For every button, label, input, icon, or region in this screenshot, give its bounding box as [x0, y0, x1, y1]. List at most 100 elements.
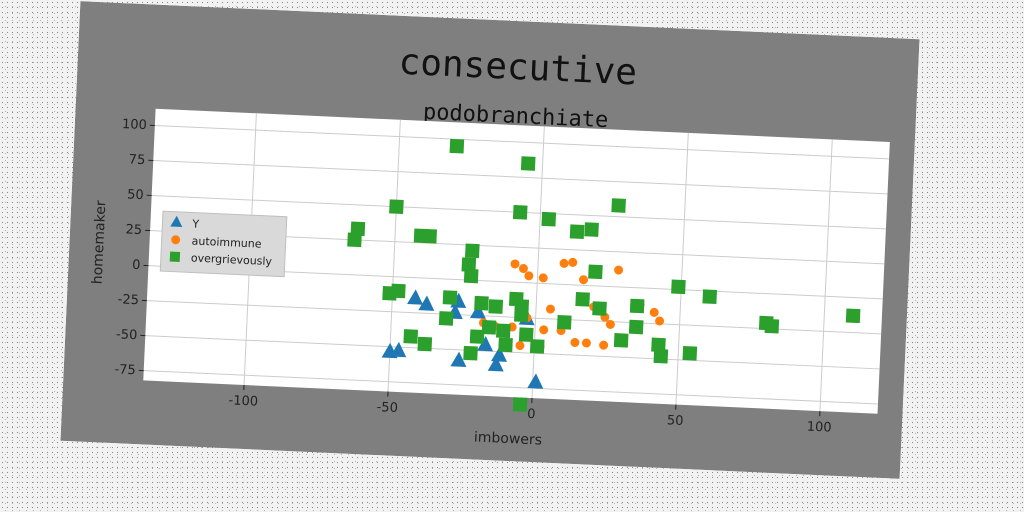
- data-point-square: [569, 224, 585, 240]
- y-tick-label: -75: [114, 362, 136, 378]
- y-gridline: [153, 160, 888, 195]
- data-point-square: [702, 289, 718, 304]
- x-tick-label: 0: [527, 407, 536, 422]
- marks-layer: [347, 138, 861, 412]
- data-point-circle: [545, 304, 555, 314]
- data-point-square: [442, 290, 458, 305]
- data-point-circle: [605, 319, 615, 329]
- legend-marker-square: [169, 251, 181, 262]
- x-tick-label: 100: [806, 420, 831, 436]
- data-point-square: [465, 243, 480, 259]
- data-point-circle: [655, 316, 665, 326]
- data-point-square: [529, 339, 545, 354]
- data-point-triangle: [487, 356, 504, 372]
- y-tick-label: 50: [127, 187, 144, 203]
- data-point-circle: [579, 275, 589, 285]
- y-tick-label: 100: [122, 117, 147, 133]
- legend-label-1: autoimmune: [191, 234, 262, 250]
- x-tick-label: -50: [376, 400, 398, 416]
- legend-marker-triangle: [170, 215, 183, 228]
- data-point-square: [514, 307, 529, 323]
- data-point-circle: [559, 258, 569, 268]
- y-gridline: [145, 335, 880, 370]
- data-point-square: [389, 199, 404, 214]
- data-point-square: [629, 298, 645, 314]
- data-point-square: [575, 292, 590, 307]
- data-point-square: [463, 345, 478, 361]
- legend-box: [159, 210, 288, 278]
- legend-label-0: Y: [191, 217, 200, 230]
- data-point-circle: [649, 307, 659, 317]
- data-point-square: [512, 397, 528, 412]
- data-point-square: [347, 232, 362, 248]
- data-point-triangle: [407, 289, 424, 305]
- data-point-square: [403, 329, 419, 344]
- y-tick-label: 75: [128, 152, 145, 168]
- data-point-square: [391, 283, 406, 299]
- data-point-square: [520, 156, 536, 171]
- data-point-square: [613, 333, 629, 348]
- data-point-circle: [524, 271, 534, 281]
- legend: Y autoimmune overgrievously: [159, 210, 288, 278]
- data-point-square: [588, 264, 603, 280]
- legend-label-2: overgrievously: [191, 251, 273, 268]
- data-point-square: [584, 222, 599, 237]
- chart-figure: consecutive podobranchiate -100 -50 0 50 100…: [60, 1, 920, 479]
- data-point-square: [417, 336, 433, 352]
- data-point-circle: [515, 341, 525, 351]
- data-point-circle: [539, 325, 549, 335]
- data-point-square: [350, 221, 366, 237]
- data-point-circle: [570, 337, 580, 347]
- data-point-circle: [599, 340, 609, 350]
- data-point-square: [488, 299, 504, 314]
- data-point-square: [481, 320, 497, 335]
- data-point-square: [556, 315, 572, 330]
- data-point-square: [541, 211, 557, 227]
- data-point-square: [651, 337, 666, 353]
- y-axis-label: homemaker: [90, 200, 110, 285]
- data-point-triangle: [450, 351, 467, 368]
- data-point-square: [422, 228, 438, 244]
- data-point-square: [474, 295, 489, 311]
- x-axis-label: imbowers: [474, 429, 543, 448]
- data-point-square: [449, 138, 465, 154]
- data-point-triangle: [491, 346, 508, 362]
- y-tick-label: -25: [117, 292, 139, 308]
- data-point-square: [592, 301, 607, 316]
- data-point-square: [653, 348, 669, 364]
- data-point-circle: [538, 273, 548, 283]
- data-point-triangle: [469, 303, 486, 319]
- data-point-square: [682, 345, 698, 361]
- data-point-square: [461, 257, 477, 272]
- y-tick-label: -50: [116, 327, 138, 343]
- y-gridline: [154, 125, 890, 160]
- data-point-circle: [568, 257, 578, 267]
- y-tick-label: 0: [132, 258, 141, 273]
- y-tick-label: 25: [125, 222, 142, 238]
- data-point-triangle: [418, 295, 435, 311]
- data-point-square: [469, 329, 485, 344]
- legend-marker-circle: [171, 235, 181, 245]
- data-point-circle: [581, 338, 591, 348]
- data-point-square: [463, 268, 479, 284]
- data-point-square: [495, 323, 511, 339]
- data-point-circle: [518, 264, 528, 274]
- data-point-triangle: [527, 373, 544, 389]
- x-tick-label: 50: [667, 413, 684, 429]
- data-point-square: [764, 318, 780, 334]
- data-point-circle: [614, 265, 624, 275]
- data-point-square: [845, 308, 861, 324]
- data-point-square: [611, 198, 626, 213]
- data-point-triangle: [390, 341, 407, 358]
- data-point-square: [498, 337, 513, 353]
- y-gridline: [143, 370, 878, 405]
- data-point-square: [518, 327, 534, 342]
- x-tick-label: -100: [228, 393, 258, 409]
- data-point-square: [671, 279, 686, 295]
- y-gridline: [146, 300, 882, 335]
- data-point-square: [628, 319, 644, 335]
- data-point-square: [438, 311, 454, 326]
- chart-svg: consecutive podobranchiate -100 -50 0 50 100…: [60, 1, 920, 479]
- data-point-triangle: [477, 336, 494, 352]
- data-point-circle: [510, 259, 520, 269]
